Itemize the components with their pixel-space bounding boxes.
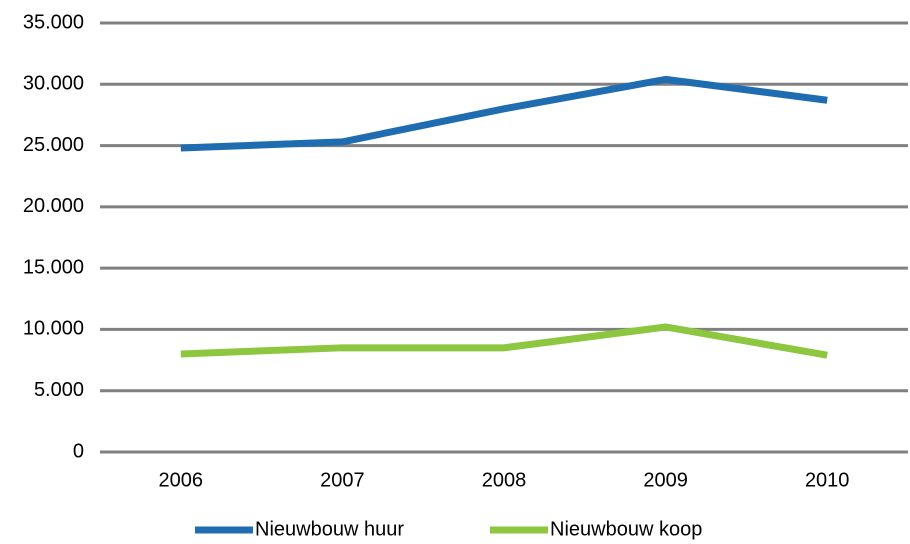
y-tick-label: 30.000 — [23, 73, 84, 95]
y-tick-label: 5.000 — [34, 379, 84, 401]
x-tick-label: 2006 — [159, 469, 204, 491]
x-tick-label: 2007 — [320, 469, 365, 491]
x-tick-label: 2009 — [643, 469, 688, 491]
y-tick-label: 0 — [73, 440, 84, 462]
y-tick-label: 25.000 — [23, 134, 84, 156]
legend-label: Nieuwbouw huur — [255, 518, 404, 540]
y-tick-label: 35.000 — [23, 11, 84, 33]
legend-label: Nieuwbouw koop — [550, 518, 702, 540]
x-tick-label: 2010 — [805, 469, 850, 491]
y-tick-label: 15.000 — [23, 256, 84, 278]
series-line — [180, 323, 828, 359]
y-tick-label: 10.000 — [23, 318, 84, 340]
series-line — [180, 75, 828, 152]
y-tick-label: 20.000 — [23, 195, 84, 217]
x-tick-label: 2008 — [482, 469, 527, 491]
